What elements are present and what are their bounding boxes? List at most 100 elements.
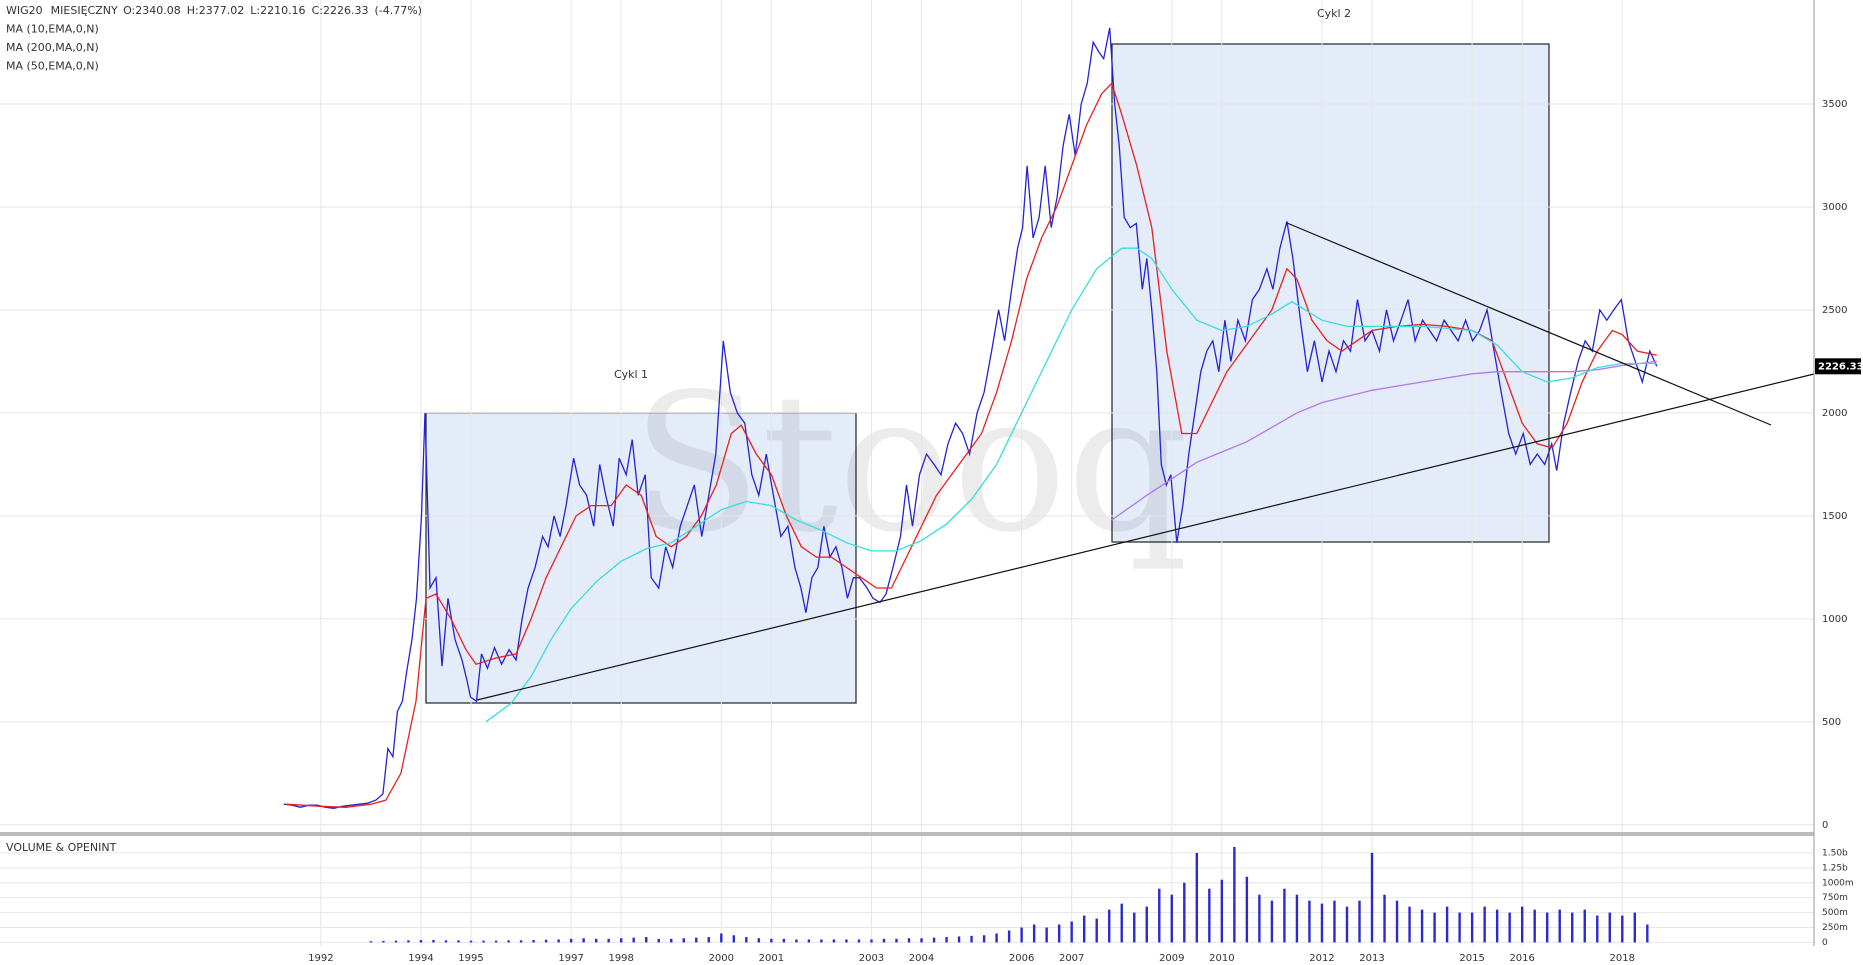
volume-bar: [507, 940, 510, 943]
volume-bar: [770, 938, 773, 943]
legend-entry: MA (10,EMA,0,N): [6, 23, 99, 36]
panel-separator: [0, 832, 1814, 836]
y-tick-label: 1000m: [1822, 878, 1854, 888]
header-item: C:2226.33: [312, 4, 369, 17]
price-line: [485, 247, 1657, 723]
marks: [283, 27, 1658, 943]
volume-bar: [1283, 888, 1286, 943]
grid: [0, 0, 1814, 946]
volume-bar: [1270, 900, 1274, 943]
volume-bar: [795, 939, 798, 943]
x-tick-label: 2001: [759, 953, 784, 964]
volume-bar: [1370, 852, 1374, 943]
volume-bar: [369, 941, 373, 943]
volume-bar: [707, 937, 710, 943]
volume-bar: [1483, 906, 1486, 943]
volume-bar: [519, 940, 523, 943]
volume-bar: [469, 940, 473, 943]
volume-bar: [982, 935, 986, 943]
y-tick-label: 250m: [1822, 923, 1848, 933]
x-tick-label: 2004: [909, 953, 934, 964]
y-tick-label: 1.50b: [1822, 848, 1848, 858]
volume-bar: [670, 938, 673, 943]
volume-bar: [1258, 894, 1261, 943]
volume-bar: [1596, 915, 1599, 943]
volume-bar: [1295, 894, 1299, 943]
volume-bar: [970, 935, 973, 943]
price-line: [283, 27, 1658, 809]
y-tick-label: 0: [1822, 938, 1828, 948]
volume-bar: [532, 940, 535, 943]
volume-bar: [932, 937, 936, 943]
y-tick-label: 1000: [1822, 614, 1847, 625]
header-item: O:2340.08: [123, 4, 181, 17]
volume-bar: [444, 940, 448, 943]
annotation: Cykl 1: [614, 368, 648, 381]
panel-title: VOLUME & OPENINT: [6, 841, 117, 854]
x-tick-label: 1995: [458, 953, 483, 964]
volume-bar: [895, 938, 898, 943]
volume-bar: [1546, 912, 1549, 943]
volume-bar: [1420, 909, 1424, 943]
volume-bar: [882, 938, 886, 943]
volume-bar: [1383, 894, 1386, 943]
volume-bar: [632, 937, 635, 943]
volume-bar: [1045, 927, 1048, 943]
volume-bar: [1070, 921, 1073, 943]
x-tick-label: 1998: [608, 953, 633, 964]
header-item: MIESIĘCZNY: [51, 4, 118, 17]
volume-bar: [870, 939, 873, 943]
volume-bar: [382, 940, 385, 943]
trend-line: [476, 373, 1815, 701]
volume-bar: [1508, 912, 1511, 943]
header: WIG20 MIESIĘCZNY O:2340.08 H:2377.02 L:2210.…: [6, 4, 422, 17]
volume-bar: [1183, 882, 1186, 943]
x-tick-label: 2013: [1359, 953, 1384, 964]
volume-bar: [807, 939, 811, 943]
volume-bar: [1633, 912, 1637, 943]
volume-bar: [1095, 918, 1098, 943]
volume-bar: [907, 938, 911, 943]
trend-line: [1286, 222, 1772, 426]
volume-bar: [1445, 906, 1449, 943]
volume-bar: [857, 939, 861, 943]
volume-bar: [1133, 912, 1136, 943]
annotation: Cykl 2: [1317, 7, 1351, 20]
volume-bar: [1495, 909, 1499, 943]
volume-bar: [1433, 912, 1436, 943]
x-tick-label: 2018: [1610, 953, 1635, 964]
volume-bar: [782, 938, 786, 943]
volume-bar: [1032, 924, 1036, 943]
volume-bar: [920, 938, 923, 943]
volume-bar: [1571, 912, 1574, 943]
volume-bar: [1458, 912, 1461, 943]
volume-bar: [1245, 876, 1249, 943]
volume-bar: [1345, 906, 1349, 943]
last-price-label: 2226.33: [1818, 361, 1863, 372]
y-tick-label: 500: [1822, 717, 1841, 728]
x-tick-label: 2010: [1209, 953, 1234, 964]
volume-bar: [945, 937, 948, 943]
volume-bar: [1007, 930, 1011, 943]
x-tick-label: 2012: [1309, 953, 1334, 964]
x-tick-label: 2000: [709, 953, 734, 964]
x-tick-label: 2015: [1459, 953, 1484, 964]
volume-bar: [1308, 900, 1311, 943]
cycle-2-box: [1111, 43, 1550, 543]
volume-bar: [845, 939, 848, 943]
y-tick-label: 3000: [1822, 202, 1847, 213]
volume-bar: [1233, 846, 1236, 943]
volume-bar: [1533, 909, 1536, 943]
volume-bar: [1621, 915, 1624, 943]
y-tick-label: 1.25b: [1822, 863, 1848, 873]
volume-bar: [482, 940, 485, 943]
x-tick-label: 2009: [1159, 953, 1184, 964]
volume-bar: [957, 936, 961, 943]
x-tick-label: 1992: [308, 953, 333, 964]
y-tick-label: 2500: [1822, 305, 1847, 316]
x-tick-label: 2007: [1059, 953, 1084, 964]
y-tick-label: 0: [1822, 820, 1828, 831]
watermark: Stooq: [632, 353, 1189, 574]
price-line: [285, 82, 1657, 808]
